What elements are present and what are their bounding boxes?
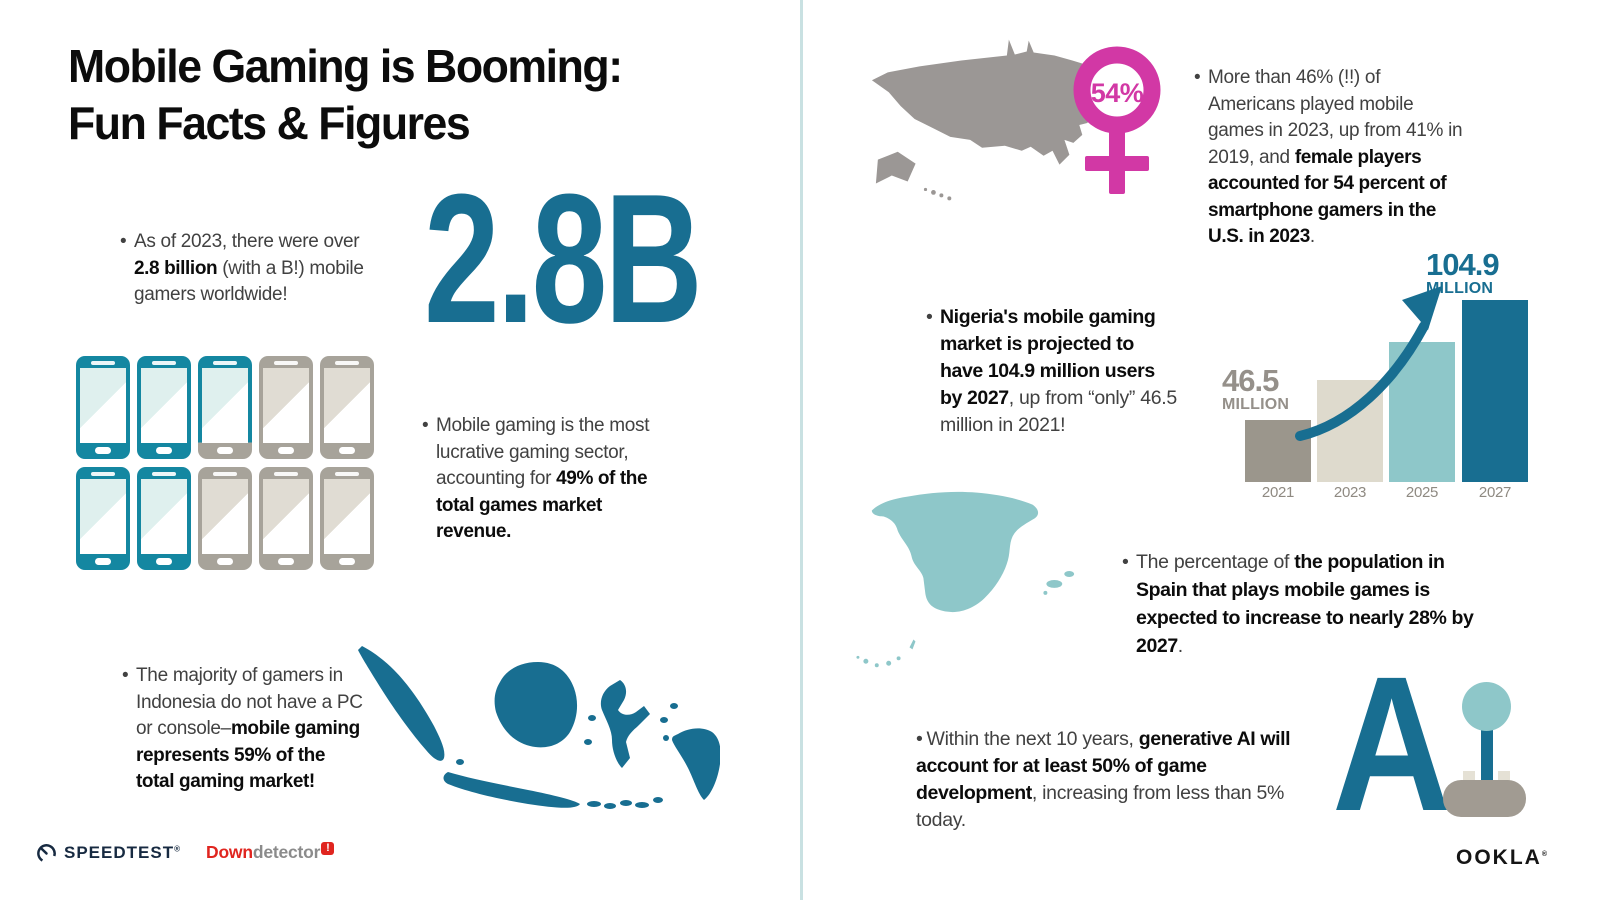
phones-grid (76, 356, 374, 570)
fact-text: . (1177, 634, 1183, 657)
chart-year-label: 2023 (1333, 484, 1367, 501)
letter-a-glyph: A (1332, 636, 1452, 851)
fact-text: , increasing from less than 5% today. (916, 781, 1285, 831)
spain-map-icon (856, 491, 1075, 668)
phone-screen (324, 368, 370, 443)
center-divider (800, 0, 803, 900)
bullet-glyph: • (122, 665, 129, 686)
phone-screen (263, 368, 309, 443)
nigeria-users-chart: 46.5 MILLION 104.9 MILLION 2021 2023 2025 2… (1222, 248, 1528, 504)
female-share-stat: 54% (1090, 78, 1144, 108)
ai-joystick-graphic: A (1332, 636, 1532, 851)
chart-year-label: 2025 (1405, 484, 1439, 501)
bullet-glyph: • (1122, 550, 1129, 573)
joystick-stick-icon (1481, 728, 1493, 784)
fact-nigeria: • Nigeria's mobile gaming market is proje… (926, 304, 1178, 439)
phone-screen (202, 479, 248, 554)
chart-bar-2021 (1245, 420, 1311, 482)
fact-text: The percentage of (1136, 550, 1295, 573)
phone-icon (259, 356, 313, 459)
fact-spain: • The percentage of the population in Spa… (1122, 548, 1492, 660)
bullet-glyph: • (926, 305, 933, 328)
joystick-base-icon (1443, 780, 1526, 817)
downdetector-logo: Downdetector! (206, 842, 335, 863)
phone-icon (137, 356, 191, 459)
phone-screen (80, 368, 126, 443)
venus-symbol (1073, 46, 1161, 194)
fact-text: Within the next 10 years, (926, 727, 1139, 750)
trademark-glyph: ® (174, 843, 180, 853)
fact-text-bold: female players accounted for 54 percent … (1208, 146, 1447, 248)
fact-text-bold: 49% of the total games market revenue. (436, 468, 648, 542)
page-title: Mobile Gaming is Booming: Fun Facts & Fi… (68, 38, 623, 152)
speedtest-gauge-icon (37, 844, 56, 863)
bullet-glyph: • (422, 415, 429, 436)
chart-start-label: 46.5 MILLION (1222, 363, 1290, 413)
downdetector-word-detector: detector (252, 842, 321, 862)
phone-screen (324, 479, 370, 554)
joystick-ball-icon (1462, 682, 1511, 731)
phone-screen (202, 368, 248, 443)
joystick-button-icon (1498, 771, 1510, 781)
fact-text: As of 2023, there were over (134, 231, 360, 252)
ookla-wordmark: OOKLA (1456, 846, 1542, 869)
joystick-button-icon (1463, 771, 1475, 781)
phone-icon (320, 467, 374, 570)
fact-worldwide-gamers: • As of 2023, there were over 2.8 billion… (120, 229, 378, 309)
speedtest-wordmark: SPEEDTEST® (64, 842, 180, 862)
indonesia-map-icon (358, 646, 720, 809)
footer-logos: SPEEDTEST® Downdetector! (35, 841, 335, 864)
downdetector-word-down: Down (206, 842, 253, 862)
phone-icon (198, 467, 252, 570)
ookla-logo: OOKLA® (1456, 846, 1547, 870)
fact-text-bold: Nigeria's mobile gaming market is projec… (940, 305, 1156, 409)
fact-generative-ai: • Within the next 10 years, generative AI… (916, 726, 1314, 834)
phone-icon (320, 356, 374, 459)
growth-arrow-icon (1295, 286, 1442, 441)
phone-icon (76, 467, 130, 570)
speedtest-logo: SPEEDTEST® (35, 841, 180, 864)
fact-text-bold: the population in Spain that plays mobil… (1136, 550, 1474, 657)
chart-start-unit: MILLION (1222, 396, 1290, 413)
chart-end-label: 104.9 MILLION (1426, 247, 1500, 297)
chart-bar-2027 (1462, 300, 1528, 482)
exclamation-badge-icon: ! (321, 842, 335, 855)
trademark-glyph: ® (1541, 851, 1547, 858)
usa-map-icon (871, 39, 1109, 201)
fact-indonesia: • The majority of gamers in Indonesia do … (122, 663, 368, 796)
phone-screen (80, 479, 126, 554)
phone-screen (141, 368, 187, 443)
fact-text: Mobile gaming is the most lucrative gami… (436, 415, 650, 489)
big-stat-2-8b: 2.8B (424, 155, 703, 361)
fact-text: , up from “only” 46.5 million in 2021! (940, 386, 1177, 436)
fact-text: . (1309, 226, 1315, 247)
bullet-glyph: • (916, 727, 923, 750)
fact-usa-players: • More than 46% (!!) of Americans played … (1194, 65, 1466, 251)
female-symbol-icon: 54% (1062, 40, 1172, 203)
fact-text: More than 46% (!!) of Americans played m… (1208, 67, 1463, 168)
phone-screen (263, 479, 309, 554)
chart-year-label: 2027 (1478, 484, 1512, 501)
phone-icon (76, 356, 130, 459)
fact-market-revenue: • Mobile gaming is the most lucrative gam… (422, 413, 676, 546)
chart-year-label: 2021 (1261, 484, 1295, 501)
phone-icon (198, 356, 252, 459)
bullet-glyph: • (120, 231, 127, 252)
chart-end-unit: MILLION (1426, 280, 1494, 297)
title-line2: Fun Facts & Figures (68, 97, 471, 149)
fact-text-bold: generative AI will account for at least … (916, 727, 1291, 804)
phone-screen (141, 479, 187, 554)
fact-text-bold: mobile gaming represents 59% of the tota… (136, 718, 360, 792)
phone-icon (137, 467, 191, 570)
bullet-glyph: • (1194, 67, 1201, 88)
title-line1: Mobile Gaming is Booming: (68, 40, 623, 92)
fact-text: (with a B!) mobile gamers worldwide! (134, 257, 364, 306)
phone-icon (259, 467, 313, 570)
fact-text-bold: 2.8 billion (134, 257, 218, 279)
chart-start-value: 46.5 (1222, 363, 1279, 398)
chart-end-value: 104.9 (1426, 247, 1500, 282)
fact-text: The majority of gamers in Indonesia do n… (136, 665, 363, 739)
